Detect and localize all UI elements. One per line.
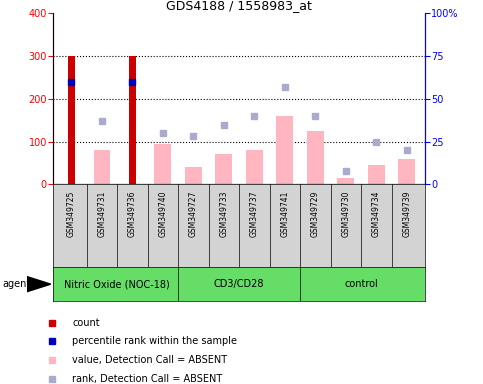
Bar — [185, 167, 202, 184]
Bar — [338, 178, 354, 184]
Text: CD3/CD28: CD3/CD28 — [214, 279, 264, 289]
Text: GSM349739: GSM349739 — [402, 191, 411, 237]
Bar — [68, 56, 75, 184]
Text: agent: agent — [2, 279, 30, 289]
Polygon shape — [27, 276, 51, 292]
Bar — [368, 165, 384, 184]
Text: GSM349731: GSM349731 — [98, 191, 106, 237]
Text: GSM349733: GSM349733 — [219, 191, 228, 237]
Text: Nitric Oxide (NOC-18): Nitric Oxide (NOC-18) — [64, 279, 170, 289]
Text: GSM349741: GSM349741 — [280, 191, 289, 237]
Text: value, Detection Call = ABSENT: value, Detection Call = ABSENT — [72, 355, 227, 365]
Title: GDS4188 / 1558983_at: GDS4188 / 1558983_at — [166, 0, 312, 12]
Text: count: count — [72, 318, 100, 328]
Text: control: control — [344, 279, 378, 289]
Text: GSM349734: GSM349734 — [372, 191, 381, 237]
Text: GSM349737: GSM349737 — [250, 191, 259, 237]
Text: percentile rank within the sample: percentile rank within the sample — [72, 336, 237, 346]
Text: GSM349725: GSM349725 — [67, 191, 76, 237]
Text: GSM349730: GSM349730 — [341, 191, 350, 237]
Bar — [128, 56, 136, 184]
Text: GSM349736: GSM349736 — [128, 191, 137, 237]
Bar — [246, 150, 263, 184]
Bar — [276, 116, 293, 184]
Bar — [94, 150, 110, 184]
Bar — [215, 154, 232, 184]
Text: GSM349727: GSM349727 — [189, 191, 198, 237]
Text: rank, Detection Call = ABSENT: rank, Detection Call = ABSENT — [72, 374, 223, 384]
Text: GSM349729: GSM349729 — [311, 191, 320, 237]
Text: GSM349740: GSM349740 — [158, 191, 168, 237]
Bar — [307, 131, 324, 184]
Bar — [155, 144, 171, 184]
Bar — [398, 159, 415, 184]
